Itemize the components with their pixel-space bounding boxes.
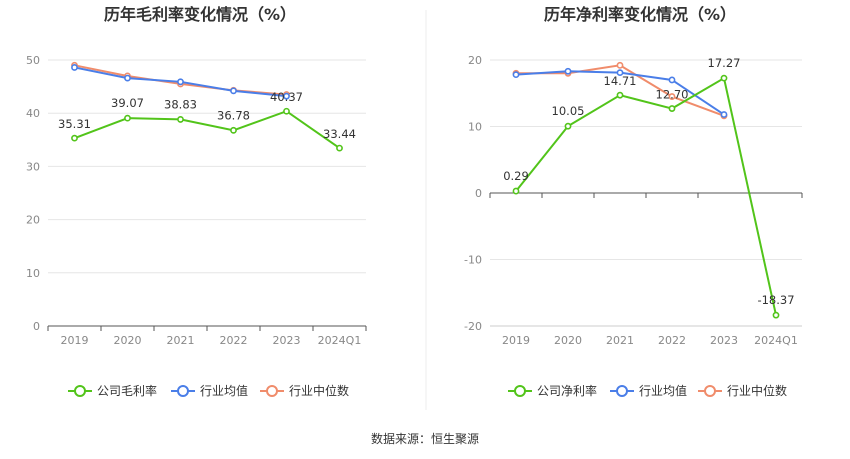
chart-title: 历年毛利率变化情况（%） xyxy=(104,5,296,24)
legend-marker xyxy=(74,385,86,397)
data-point xyxy=(668,105,676,112)
data-point xyxy=(512,71,520,79)
x-tick-label: 2023 xyxy=(710,334,738,347)
y-tick-label: 0 xyxy=(475,187,482,200)
legend-marker xyxy=(704,385,716,397)
data-label: 10.05 xyxy=(552,104,585,118)
legend-label: 行业均值 xyxy=(639,383,687,398)
data-label: -18.37 xyxy=(757,293,794,307)
data-point xyxy=(564,122,572,130)
gross-margin-chart: 历年毛利率变化情况（%） 0 10 20 30 40 50 2019 2020 2021 2022 2… xyxy=(26,5,367,398)
data-point xyxy=(336,144,343,152)
x-tick-label: 2019 xyxy=(61,334,89,347)
x-tick-label: 2021 xyxy=(167,334,195,347)
data-point xyxy=(71,64,78,71)
legend-label: 行业中位数 xyxy=(289,383,349,398)
data-label: 0.29 xyxy=(503,169,529,183)
data-label: 35.31 xyxy=(58,117,91,131)
x-tick-label: 2022 xyxy=(658,334,686,347)
data-point xyxy=(512,187,520,195)
data-point xyxy=(616,91,624,99)
x-tick-label: 2020 xyxy=(554,334,582,347)
y-tick-label: 10 xyxy=(468,121,482,134)
data-label: 39.07 xyxy=(111,96,144,110)
legend-marker xyxy=(177,385,189,397)
x-tick-label: 2020 xyxy=(114,334,142,347)
series-line xyxy=(74,110,341,149)
data-point xyxy=(177,78,184,86)
legend-label: 公司净利率 xyxy=(537,383,597,398)
y-tick-label: 0 xyxy=(33,320,40,333)
data-label: 38.83 xyxy=(164,97,197,111)
net-margin-chart: 历年净利率变化情况（%） -20 -10 0 10 20 2019 2020 2021 2022 2… xyxy=(464,5,803,398)
chart-title: 历年净利率变化情况（%） xyxy=(544,5,736,24)
data-label: 17.27 xyxy=(708,56,741,70)
y-tick-label: 20 xyxy=(26,214,40,227)
data-label: 40.37 xyxy=(270,90,303,104)
data-source-note: 数据来源：恒生聚源 xyxy=(371,431,479,446)
data-point xyxy=(230,126,237,134)
data-point xyxy=(230,87,237,95)
legend-marker xyxy=(266,385,278,397)
data-point xyxy=(283,107,290,115)
data-point xyxy=(720,111,728,118)
data-label: 14.71 xyxy=(604,74,637,88)
data-label: 12.70 xyxy=(656,88,689,102)
x-tick-label: 2022 xyxy=(220,334,248,347)
legend-label: 行业均值 xyxy=(200,383,248,398)
y-tick-label: -20 xyxy=(464,320,482,333)
data-label: 36.78 xyxy=(217,108,250,122)
y-tick-label: -10 xyxy=(464,254,482,267)
data-point xyxy=(124,74,131,82)
data-point xyxy=(668,93,676,100)
data-point xyxy=(177,116,184,123)
data-label: 33.44 xyxy=(323,127,356,141)
y-tick-label: 40 xyxy=(26,107,40,120)
x-tick-label: 2021 xyxy=(606,334,634,347)
data-point xyxy=(616,69,624,77)
data-point xyxy=(71,134,78,142)
data-point xyxy=(772,311,780,319)
y-tick-label: 50 xyxy=(26,54,40,67)
data-point xyxy=(124,114,131,122)
legend-label: 行业中位数 xyxy=(727,383,787,398)
data-point xyxy=(616,61,624,69)
legend-marker xyxy=(616,385,628,397)
data-point xyxy=(668,76,676,84)
series-line xyxy=(515,76,777,316)
y-tick-label: 30 xyxy=(26,160,40,173)
x-tick-label: 2024Q1 xyxy=(318,334,362,347)
data-point xyxy=(283,92,290,100)
x-tick-label: 2019 xyxy=(502,334,530,347)
x-tick-label: 2024Q1 xyxy=(754,334,798,347)
y-tick-label: 20 xyxy=(468,54,482,67)
data-point xyxy=(720,74,728,82)
legend-label: 公司毛利率 xyxy=(97,383,157,398)
x-tick-label: 2023 xyxy=(273,334,301,347)
y-tick-label: 10 xyxy=(26,267,40,280)
legend-marker xyxy=(514,385,526,397)
data-point xyxy=(564,67,572,75)
